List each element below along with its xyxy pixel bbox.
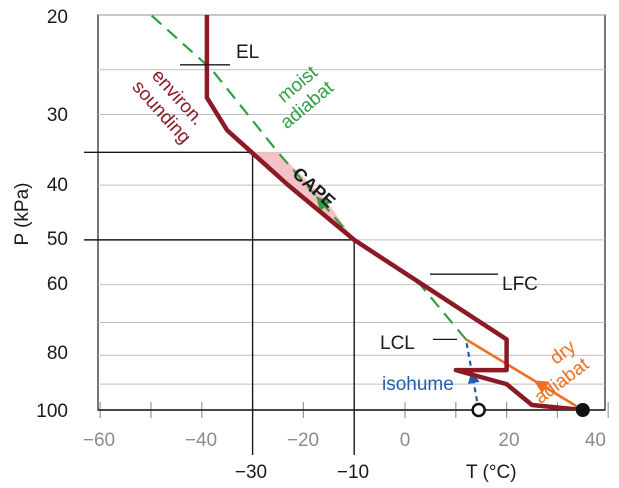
x-tick-label: −20 [287, 430, 319, 451]
lcl-label: LCL [380, 333, 415, 354]
label-leaders [180, 64, 498, 341]
surface-parcel-marker [575, 403, 590, 417]
y-tick-label: 100 [36, 401, 68, 422]
grid [97, 14, 609, 418]
dry-adiabat-arrowhead [533, 380, 550, 394]
el-label: EL [236, 42, 259, 63]
x-tick-label: −10 [337, 462, 369, 483]
y-tick-label: 80 [47, 343, 68, 364]
y-tick-label: 30 [47, 105, 68, 126]
x-tick-label: −60 [83, 430, 115, 451]
y-axis-title: P (kPa) [12, 182, 33, 245]
x-tick-label: −30 [235, 462, 267, 483]
surface-dewpoint-marker [471, 402, 486, 418]
x-tick-label: 20 [498, 430, 519, 451]
lfc-label: LFC [502, 274, 538, 295]
y-tick-label: 60 [47, 274, 68, 295]
environmental-sounding-line [204, 15, 584, 410]
dry-adiabat-line [465, 338, 584, 412]
x-axis-title: T (°C) [466, 462, 517, 483]
x-tick-label: −40 [185, 430, 217, 451]
moist-adiabat-line [150, 15, 467, 341]
x-tick-label: 0 [400, 430, 411, 451]
isohume-line [464, 339, 480, 411]
isohume-label: isohume [382, 374, 454, 395]
plot-frame [97, 14, 606, 411]
y-tick-label: 40 [47, 175, 68, 196]
reference-lines [84, 151, 355, 455]
x-tick-label: 40 [585, 430, 606, 451]
y-tick-label: 50 [47, 229, 68, 250]
moist-adiabat-arrowhead [316, 196, 331, 212]
y-tick-label: 20 [47, 7, 68, 28]
